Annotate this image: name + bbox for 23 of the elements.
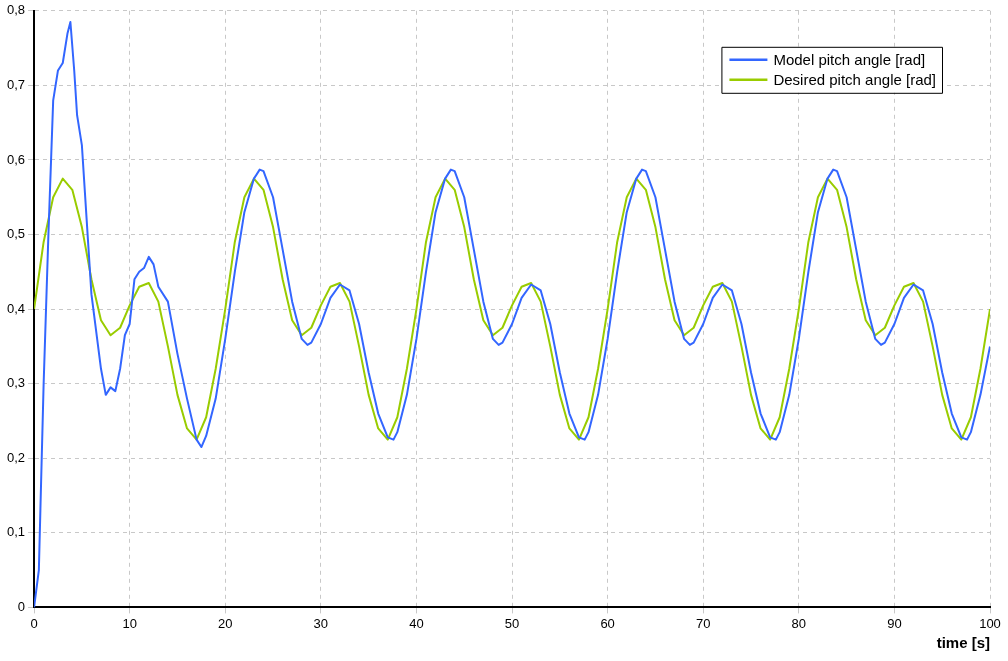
x-tick-label: 100 xyxy=(979,615,1001,631)
y-tick-label: 0,4 xyxy=(6,300,26,316)
y-tick-label: 0,8 xyxy=(6,2,26,18)
x-tick-label: 0 xyxy=(30,615,38,631)
legend-label: Desired pitch angle [rad] xyxy=(773,70,936,88)
x-tick-label: 50 xyxy=(504,615,520,631)
x-tick-label: 20 xyxy=(218,615,233,631)
x-tick-label: 30 xyxy=(313,615,329,631)
y-tick-label: 0 xyxy=(17,598,26,614)
y-tick-label: 0,6 xyxy=(6,151,26,167)
y-tick-label: 0,1 xyxy=(6,524,26,540)
x-tick-label: 40 xyxy=(409,615,424,631)
x-tick-label: 60 xyxy=(600,615,615,631)
y-tick-label: 0,5 xyxy=(6,226,26,242)
y-tick-label: 0,2 xyxy=(6,449,26,465)
y-tick-label: 0,3 xyxy=(6,375,26,391)
legend-label: Model pitch angle [rad] xyxy=(773,50,926,68)
x-axis-title: time [s] xyxy=(936,634,990,652)
y-tick-label: 0,7 xyxy=(6,76,26,92)
x-tick-label: 10 xyxy=(122,615,137,631)
x-tick-label: 70 xyxy=(695,615,711,631)
x-tick-label: 80 xyxy=(791,615,807,631)
x-tick-label: 90 xyxy=(887,615,902,631)
